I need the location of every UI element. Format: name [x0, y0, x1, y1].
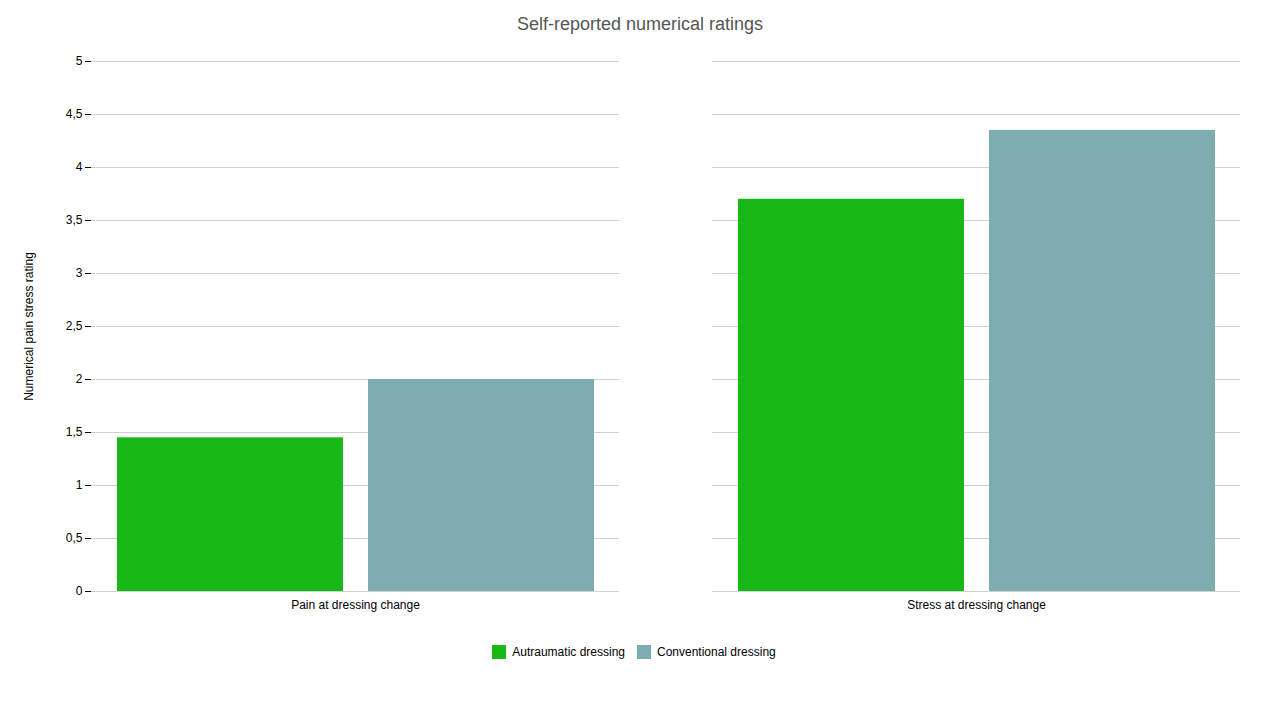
- svg-text:4: 4: [76, 160, 83, 174]
- html-text:Self-reported numerical rating: Self-reported numerical ratings: [516, 14, 764, 34]
- html-text:Autraumatic dressing: Autraumatic dressing: [512, 644, 625, 659]
- svg-text:0: 0: [76, 584, 83, 598]
- html-text:Conventional dressing: Conventional dressing: [657, 644, 776, 659]
- svg-text:Pain at dressing change: Pain at dressing change: [291, 598, 420, 612]
- svg-text:3,5: 3,5: [66, 213, 83, 227]
- svg-text:1: 1: [76, 478, 83, 492]
- svg-text:Numerical pain stress rating: Numerical pain stress rating: [22, 252, 36, 401]
- svg-text:2,5: 2,5: [66, 319, 83, 333]
- svg-text:0,5: 0,5: [66, 531, 83, 545]
- svg-text:4,5: 4,5: [66, 107, 83, 121]
- svg-text:5: 5: [76, 54, 83, 68]
- svg-text:1,5: 1,5: [66, 425, 83, 439]
- svg-text:3: 3: [76, 266, 83, 280]
- svg-text:Stress at dressing change: Stress at dressing change: [907, 598, 1046, 612]
- svg-text:2: 2: [76, 372, 83, 386]
